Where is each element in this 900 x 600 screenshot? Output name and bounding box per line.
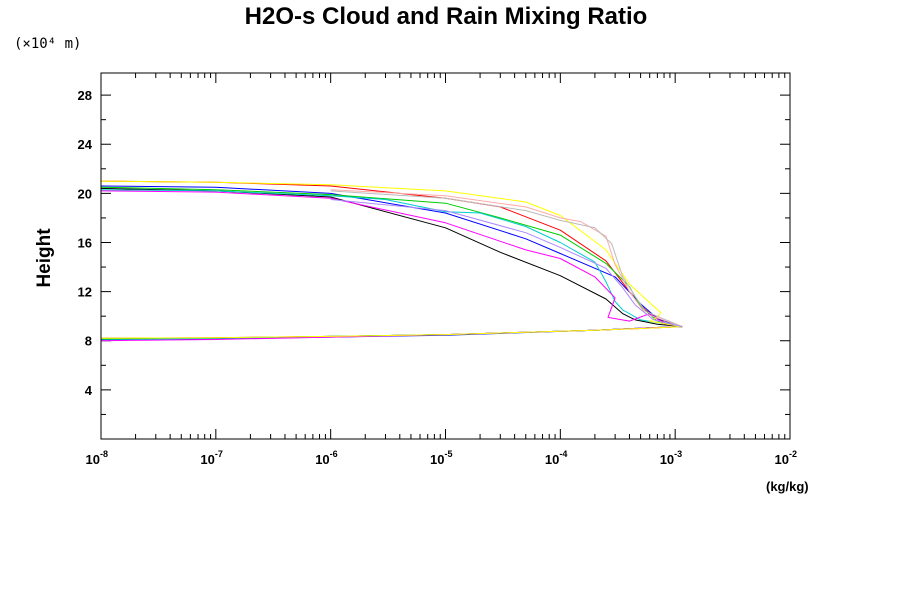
plot-frame: [100, 72, 791, 440]
x-tick-label-exponent: -5: [445, 449, 453, 459]
x-tick-label: 10: [660, 452, 674, 467]
x-tick-label: 10: [86, 452, 100, 467]
x-tick-label-exponent: -6: [330, 449, 338, 459]
y-tick-labels: 4 8 12 16 20 24 28: [78, 88, 93, 398]
y-tick-label: 16: [78, 235, 92, 250]
x-tick-label-exponent: -7: [215, 449, 223, 459]
y-tick-label: 8: [85, 334, 92, 349]
x-tick-labels: 10 -8 10 -7 10 -6 10 -5 10 -4 10 -3 10 -2: [86, 449, 797, 467]
y-tick-label: 4: [85, 383, 93, 398]
x-tick-label: 10: [545, 452, 559, 467]
series-line-2: [100, 180, 683, 339]
x-tick-label: 10: [775, 452, 789, 467]
x-tick-label-exponent: -4: [559, 449, 567, 459]
series-line-7: [100, 180, 683, 339]
y-tick-label: 24: [78, 137, 93, 152]
y-axis-label: Height: [34, 228, 55, 288]
y-axis-multiplier: (×10⁴ m): [14, 36, 81, 52]
plot-lines: [100, 180, 683, 342]
x-tick-label-exponent: -8: [100, 449, 108, 459]
x-tick-label: 10: [315, 452, 329, 467]
series-line-8: [330, 189, 683, 328]
y-tick-label: 20: [78, 186, 92, 201]
x-axis-unit-label: (kg/kg): [766, 479, 809, 494]
x-tick-label-exponent: -2: [789, 449, 797, 459]
series-line-10: [330, 199, 683, 328]
y-tick-label: 28: [78, 88, 92, 103]
series-line-5: [100, 189, 683, 341]
chart-title: H2O-s Cloud and Rain Mixing Ratio: [245, 3, 648, 30]
y-tick-label: 12: [78, 285, 92, 300]
axis-ticks: [100, 73, 791, 439]
series-line-9: [330, 190, 683, 328]
x-tick-label: 10: [200, 452, 214, 467]
x-tick-label-exponent: -3: [674, 449, 682, 459]
x-tick-label: 10: [430, 452, 444, 467]
